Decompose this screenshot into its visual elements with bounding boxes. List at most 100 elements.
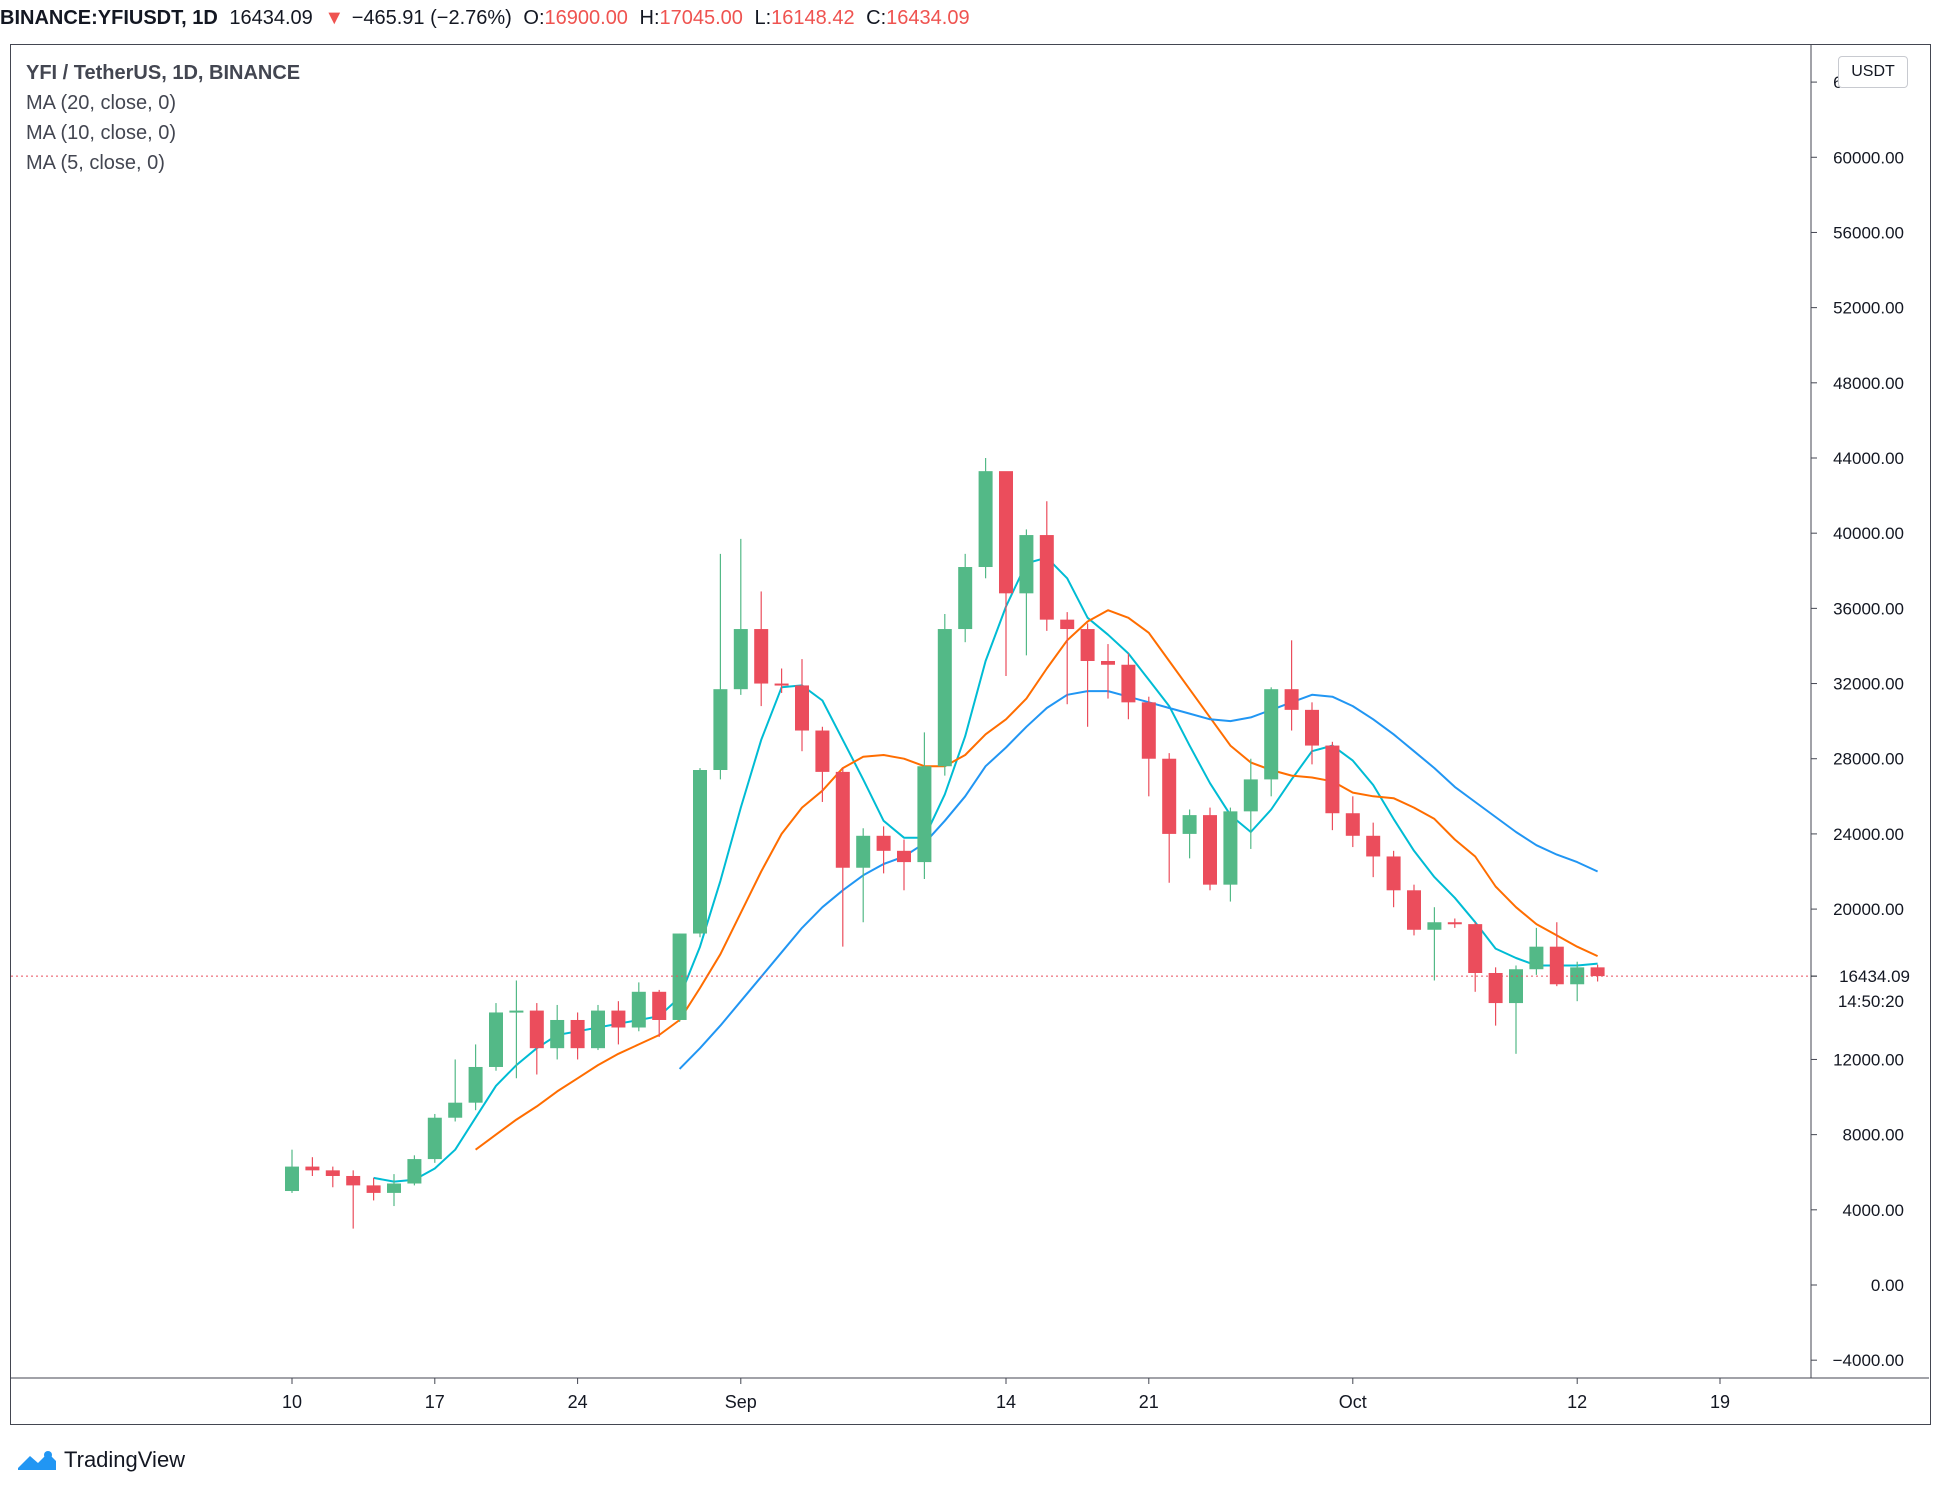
high-value: 17045.00 <box>659 7 743 29</box>
x-tick-label: 21 <box>1139 1392 1159 1412</box>
y-tick-label: 4000.00 <box>1843 1201 1904 1220</box>
candle-body <box>1039 535 1054 620</box>
last-price: 16434.09 <box>229 7 313 29</box>
candle-body <box>1203 815 1217 885</box>
candle-body <box>468 1066 483 1103</box>
legend-ma10[interactable]: MA (10, close, 0) <box>26 122 177 144</box>
tradingview-logo-icon <box>18 1451 56 1470</box>
candle-body <box>325 1170 340 1176</box>
candle-body <box>1121 664 1136 703</box>
candle-body <box>570 1019 585 1049</box>
candle-body <box>652 991 667 1020</box>
ma-line <box>678 690 1599 1070</box>
candle-body <box>1488 972 1503 1004</box>
candle-body <box>999 471 1013 594</box>
y-tick-label: 60000.00 <box>1833 148 1904 167</box>
candle-body <box>1325 745 1340 814</box>
candle-body <box>1101 660 1115 665</box>
candle-body <box>407 1159 422 1184</box>
currency-button[interactable]: USDT <box>1838 56 1908 88</box>
candle-body <box>366 1185 381 1193</box>
candle-body <box>1590 967 1605 977</box>
x-tick-label: 24 <box>568 1392 588 1412</box>
candle-body <box>733 629 748 690</box>
x-tick-label: Oct <box>1339 1392 1367 1412</box>
ma-line <box>373 556 1598 1183</box>
candle-body <box>346 1175 361 1186</box>
candle-body <box>1162 758 1177 834</box>
y-tick-label: 20000.00 <box>1833 900 1904 919</box>
candle-countdown: 14:50:20 <box>1838 992 1904 1011</box>
candle-body <box>1223 811 1238 885</box>
candle-body <box>1366 835 1381 857</box>
axes: 64000.0060000.0056000.0052000.0048000.00… <box>11 45 1929 1412</box>
candle-body <box>631 991 646 1028</box>
y-tick-label: 44000.00 <box>1833 449 1904 468</box>
candle-body <box>611 1010 626 1028</box>
candle-body <box>1019 535 1034 594</box>
x-tick-label: 17 <box>425 1392 445 1412</box>
candle-body <box>509 1010 524 1013</box>
candle-body <box>305 1166 320 1171</box>
candle-body <box>1080 629 1095 661</box>
y-tick-label: 52000.00 <box>1833 299 1904 318</box>
y-tick-label: 56000.00 <box>1833 223 1904 242</box>
candle-body <box>1468 924 1483 973</box>
y-tick-label: 40000.00 <box>1833 524 1904 543</box>
ma-line <box>475 609 1599 1151</box>
legend-ma20[interactable]: MA (20, close, 0) <box>26 92 177 114</box>
close-value: 16434.09 <box>886 7 970 29</box>
footer: TradingView <box>16 1440 185 1480</box>
candle-body <box>1549 946 1564 985</box>
y-tick-label: 24000.00 <box>1833 825 1904 844</box>
candle-body <box>774 683 789 686</box>
y-tick-label: −4000.00 <box>1833 1351 1904 1370</box>
candle-body <box>529 1010 544 1049</box>
candle-body <box>693 770 707 934</box>
candle-body <box>1407 890 1421 930</box>
y-tick-label: 36000.00 <box>1833 599 1904 618</box>
y-tick-label: 28000.00 <box>1833 750 1904 769</box>
x-tick-label: Sep <box>725 1392 757 1412</box>
candle-body <box>591 1010 605 1049</box>
candle-body <box>978 471 993 568</box>
candle-body <box>672 933 687 1020</box>
close-label: C: <box>866 7 887 29</box>
candle-body <box>387 1183 401 1193</box>
open-label: O: <box>523 7 545 29</box>
candle-body <box>427 1117 442 1160</box>
high-label: H: <box>639 7 660 29</box>
candle-body <box>937 629 952 767</box>
chart-pane[interactable] <box>10 44 1931 1425</box>
y-tick-label: 8000.00 <box>1843 1126 1904 1145</box>
candle-body <box>815 730 830 772</box>
candle-body <box>856 835 871 868</box>
symbol-label[interactable]: BINANCE:YFIUSDT, 1D <box>0 7 218 29</box>
candle-body <box>1264 689 1279 780</box>
candle-body <box>1447 922 1462 925</box>
candle-body <box>550 1019 565 1049</box>
candle-body <box>1509 969 1523 1004</box>
legend-ma5[interactable]: MA (5, close, 0) <box>26 152 165 174</box>
legend-title[interactable]: YFI / TetherUS, 1D, BINANCE <box>26 62 301 84</box>
x-tick-label: 19 <box>1710 1392 1730 1412</box>
open-value: 16900.00 <box>544 7 628 29</box>
candle-body <box>489 1012 503 1067</box>
candle-body <box>1386 856 1401 891</box>
tradingview-brand[interactable]: TradingView <box>64 1447 186 1472</box>
y-tick-label: 12000.00 <box>1833 1050 1904 1069</box>
price-change: −465.91 (−2.76%) <box>351 7 512 29</box>
candle-body <box>713 689 728 771</box>
candle-body <box>1284 689 1299 710</box>
y-tick-label: 32000.00 <box>1833 675 1904 694</box>
moving-averages <box>373 556 1599 1183</box>
candle-body <box>1427 922 1442 930</box>
low-value: 16148.42 <box>771 7 855 29</box>
candle-body <box>1345 813 1360 836</box>
candle-body <box>897 850 911 863</box>
x-tick-label: 10 <box>282 1392 302 1412</box>
candle-body <box>1060 619 1075 630</box>
candle-body <box>1305 709 1319 746</box>
candle-body <box>448 1102 463 1118</box>
